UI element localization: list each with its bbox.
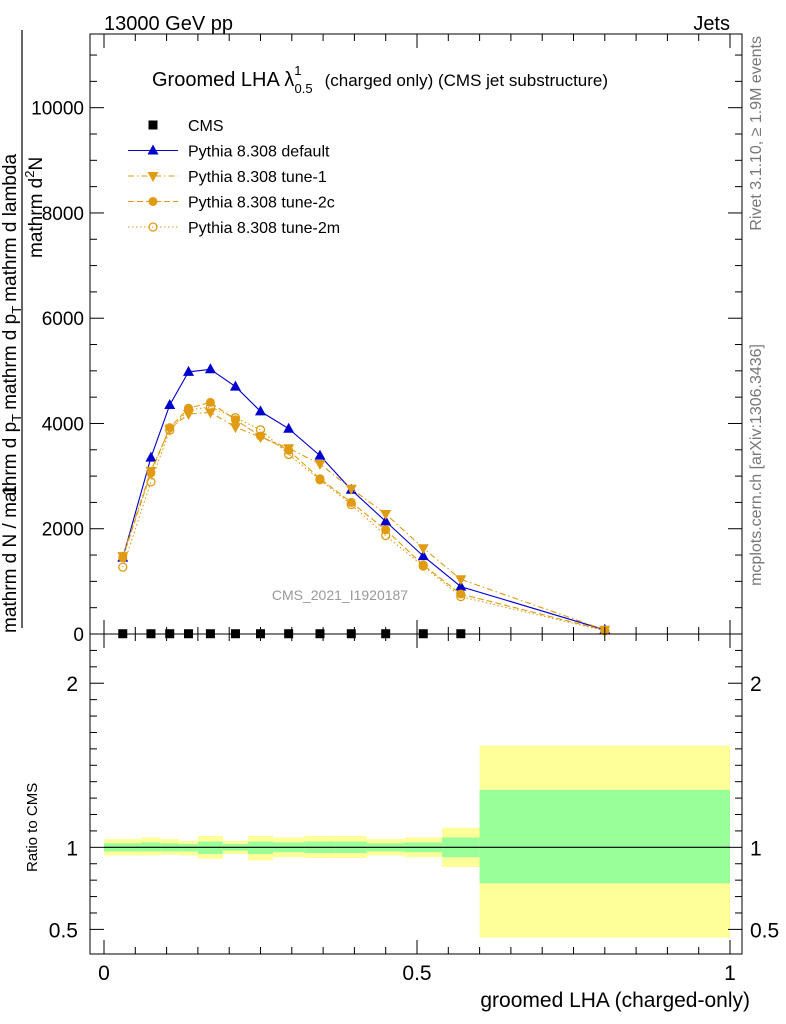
pythia-8-308-tune-2c-point (230, 415, 240, 425)
header-left-label: 13000 GeV pp (104, 13, 233, 35)
pythia-8-308-tune-1-point (204, 408, 216, 419)
pythia-8-308-tune-2c-point (165, 423, 175, 433)
legend-cms-label: CMS (188, 118, 224, 135)
pythia-8-308-tune-2c-point (205, 397, 215, 407)
pythia-8-308-tune-2m-point (165, 425, 175, 435)
pythia-8-308-default-point (229, 380, 241, 391)
ratio-ytick-label: 0.5 (49, 919, 78, 942)
ratio-y-axis-label: Ratio to CMS (24, 783, 41, 872)
legend-pythia-8-308-tune-1-marker (147, 172, 159, 182)
ylabel-numerator: mathrm d2N (22, 157, 47, 258)
ratio-axis-ticks: 0.5 0.5 1 1 2 2 0 0.5 1 (49, 634, 779, 985)
pythia-8-308-tune-1-point (380, 510, 392, 520)
pythia-8-308-tune-1-point (455, 575, 467, 586)
pythia-8-308-tune-2c-point (118, 553, 128, 563)
pythia-8-308-tune-2m-point (456, 591, 466, 602)
header-right-label: Jets (693, 13, 730, 35)
pythia-8-308-tune-1-point (314, 460, 326, 470)
pythia-8-308-tune-2c-line (122, 401, 605, 631)
main-axis-ticks: 0 2000 4000 6000 8000 10000 (31, 34, 742, 646)
pythia-8-308-tune-2m-point (381, 530, 391, 541)
legend-pythia-8-308-tune-2c-label: Pythia 8.308 tune-2c (188, 195, 335, 212)
main-ytick-label: 8000 (42, 204, 84, 225)
pythia-8-308-default-point (255, 405, 266, 416)
x-axis-label: groomed LHA (charged-only) (480, 989, 750, 1012)
ratio-ytick-label-right: 2 (750, 673, 762, 696)
pythia-8-308-default-point (204, 363, 216, 374)
title-prefix: Groomed LHA (152, 69, 284, 91)
main-ytick-label: 2000 (42, 520, 84, 541)
legend: CMS Pythia 8.308 default Pythia 8.308 tune… (128, 118, 340, 237)
pythia-8-308-tune-2m-point (255, 425, 266, 435)
pythia-8-308-tune-2m-point (284, 449, 294, 460)
ratio-panel: 0.5 0.5 1 1 2 2 0 0.5 1 Ratio to CMS groomed LHA… (24, 633, 779, 1012)
ratio-xtick-label: 0 (98, 962, 110, 985)
main-ytick-label: 6000 (42, 309, 84, 330)
pythia-8-308-tune-2m-point (230, 413, 241, 423)
pythia-8-308-tune-2m-point (146, 477, 156, 487)
ratio-ytick-label-right: 0.5 (750, 919, 779, 942)
pythia-8-308-default-point (164, 399, 176, 410)
pythia-8-308-tune-2m-point (418, 561, 428, 571)
ratio-xtick-label: 0.5 (402, 962, 431, 985)
ylabel-one: 1 (0, 485, 21, 496)
legend-cms-marker (148, 120, 158, 130)
legend-pythia-8-308-tune-2m-label: Pythia 8.308 tune-2m (188, 220, 340, 237)
pythia-8-308-default-point (283, 422, 295, 433)
pythia-8-308-default-point (380, 515, 392, 526)
pythia-8-308-default-point (183, 365, 195, 376)
pythia-8-308-default-point (417, 550, 429, 561)
legend-pythia-8-308-default-label: Pythia 8.308 default (188, 144, 330, 161)
analysis-watermark: CMS_2021_I1920187 (272, 587, 408, 603)
main-y-axis-label: mathrm d N / mathrm d pTmathrm d pTmathr… (0, 30, 47, 633)
pythia-8-308-default-point (145, 451, 157, 462)
pythia-8-308-tune-1-point (417, 544, 429, 555)
mcplots-reference-label: mcplots.cern.ch [arXiv:1306.3436] (748, 344, 765, 586)
ratio-ytick-label: 2 (66, 673, 78, 696)
pythia-8-308-default-point (455, 580, 467, 591)
pythia-8-308-tune-2m-point (118, 562, 128, 572)
ylabel-denominator: mathrm d N / mathrm d pTmathrm d pTmathr… (0, 154, 24, 633)
title-sup: 1 (294, 63, 301, 78)
ratio-ytick-label-right: 1 (750, 837, 762, 860)
main-ytick-label: 4000 (42, 414, 84, 435)
pythia-8-308-default-line (122, 368, 605, 631)
ratio-inner-band (479, 789, 730, 884)
main-series-group (117, 363, 611, 639)
pythia-8-308-tune-2c-point (146, 468, 156, 478)
ratio-bands (104, 745, 730, 938)
legend-pythia-8-308-tune-2c-marker (148, 197, 158, 206)
ratio-ytick-label: 1 (66, 837, 78, 860)
pythia-8-308-tune-2c-point (346, 497, 356, 507)
legend-pythia-8-308-default-marker (147, 144, 159, 155)
main-ytick-label: 10000 (31, 99, 84, 120)
pythia-8-308-tune-1-point (229, 423, 241, 434)
main-ytick-label: 0 (73, 625, 84, 646)
title-sub: 0.5 (295, 81, 313, 96)
pythia-8-308-tune-1-point (345, 484, 357, 495)
title-suffix: (charged only) (CMS jet substructure) (325, 71, 608, 90)
pythia-8-308-tune-2m-point (346, 499, 356, 510)
pythia-8-308-tune-2c-point (456, 589, 466, 599)
title-lambda: λ (284, 69, 294, 91)
pythia-8-308-default-point (314, 449, 326, 460)
pythia-8-308-tune-2m-point (315, 475, 325, 485)
legend-pythia-8-308-tune-2m-marker (148, 222, 158, 232)
pythia-8-308-tune-2m-point (205, 402, 216, 412)
main-panel: CMS_2021_I1920187 0 2000 4000 6000 8000 10000… (0, 30, 743, 646)
rivet-version-label: Rivet 3.1.10, ≥ 1.9M events (748, 36, 765, 231)
ratio-xtick-label: 1 (724, 962, 736, 985)
main-plot-title: Groomed LHA λ1 0.5 (charged only) (CMS jet… (152, 63, 608, 96)
pythia-8-308-tune-2m-point (183, 405, 194, 415)
legend-pythia-8-308-tune-1-label: Pythia 8.308 tune-1 (188, 169, 327, 186)
ratio-panel-frame (89, 633, 743, 955)
